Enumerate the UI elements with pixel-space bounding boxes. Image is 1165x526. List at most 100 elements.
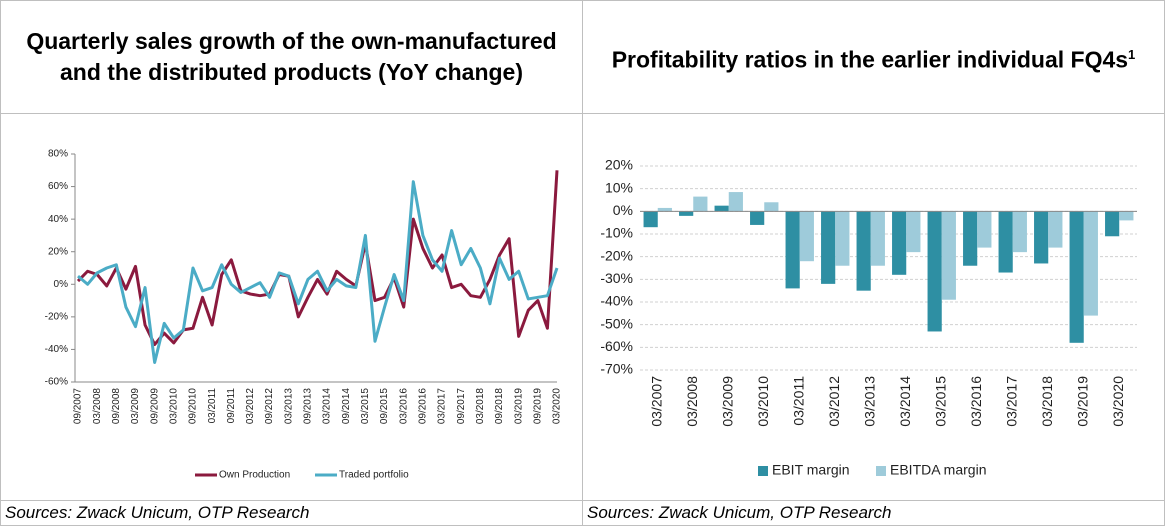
- source: Sources: Zwack Unicum, OTP Research: [0, 500, 583, 526]
- x-tick-label: 03/2017: [1003, 376, 1019, 427]
- x-tick-label: 09/2008: [111, 388, 122, 425]
- bar: [693, 196, 708, 212]
- x-tick-label: 09/2010: [188, 388, 199, 425]
- x-tick-label: 09/2015: [379, 388, 390, 425]
- bar: [679, 211, 694, 216]
- bar: [870, 211, 885, 266]
- x-tick-label: 03/2020: [1110, 376, 1126, 427]
- bar: [835, 211, 850, 266]
- bar: [1105, 211, 1120, 237]
- bar: [977, 211, 992, 248]
- bar: [998, 211, 1013, 273]
- x-tick-label: 03/2008: [92, 388, 103, 425]
- legend-label: EBITDA margin: [890, 462, 986, 478]
- left-header: Quarterly sales growth of the own-manufa…: [0, 0, 583, 114]
- bar: [821, 211, 836, 284]
- bar: [892, 211, 907, 275]
- x-tick-label: 03/2018: [1039, 376, 1055, 427]
- bar: [963, 211, 978, 266]
- right-header: Profitability ratios in the earlier indi…: [582, 0, 1165, 114]
- y-tick-label: -10%: [600, 225, 633, 241]
- x-tick-label: 09/2017: [456, 388, 467, 425]
- bar: [1119, 211, 1134, 221]
- bar: [856, 211, 871, 291]
- bar: [714, 205, 729, 212]
- y-tick-label: 40%: [48, 214, 68, 225]
- y-tick-label: -30%: [600, 270, 633, 286]
- y-tick-label: 80%: [48, 149, 68, 160]
- bar: [1048, 211, 1063, 248]
- x-tick-label: 03/2014: [897, 376, 913, 427]
- x-tick-label: 03/2015: [360, 388, 371, 425]
- source: Sources: Zwack Unicum, OTP Research: [582, 500, 1165, 526]
- x-tick-label: 03/2019: [1074, 376, 1090, 427]
- y-tick-label: -40%: [45, 344, 68, 355]
- y-tick-label: -50%: [600, 315, 633, 331]
- x-tick-label: 09/2014: [341, 388, 352, 425]
- x-tick-label: 03/2016: [398, 388, 409, 425]
- x-tick-label: 09/2009: [149, 388, 160, 425]
- x-tick-label: 03/2013: [861, 376, 877, 427]
- bar: [657, 207, 672, 212]
- bar-chart: -70% -60% -50% -40% -30% -20% -10% 0% 10% 20% 03/2…: [600, 157, 1137, 478]
- x-tick-label: 03/2012: [245, 388, 256, 425]
- x-tick-label: 09/2018: [494, 388, 505, 425]
- bar: [1012, 211, 1027, 253]
- x-tick-label: 03/2011: [790, 376, 806, 426]
- bar: [799, 211, 814, 262]
- chart-title: Quarterly sales growth of the own-manufa…: [26, 28, 557, 85]
- legend-label: Traded portfolio: [339, 470, 409, 481]
- legend-label: EBIT margin: [772, 462, 850, 478]
- bar: [1083, 211, 1098, 316]
- chart-title: Profitability ratios in the earlier indi…: [611, 46, 1129, 73]
- y-tick-label: 10%: [605, 179, 633, 195]
- y-tick-label: -60%: [600, 338, 633, 354]
- bar: [906, 211, 921, 253]
- x-tick-label: 03/2009: [719, 376, 735, 427]
- bar: [1069, 211, 1084, 343]
- x-tick-label: 03/2012: [826, 376, 842, 427]
- y-tick-label: 60%: [48, 181, 68, 192]
- y-tick-label: 20%: [48, 246, 68, 257]
- x-tick-label: 03/2008: [684, 376, 700, 427]
- x-tick-label: 03/2018: [475, 388, 486, 425]
- x-tick-label: 03/2016: [968, 376, 984, 427]
- x-tick-label: 09/2012: [264, 388, 275, 425]
- x-tick-label: 09/2007: [73, 388, 84, 425]
- x-tick-label: 03/2017: [437, 388, 448, 425]
- legend-label: Own Production: [219, 470, 290, 481]
- bar: [1034, 211, 1049, 264]
- footnote-mark: 1: [1128, 46, 1136, 62]
- x-tick-label: 09/2019: [532, 388, 543, 425]
- legend-swatch: [876, 466, 886, 476]
- x-tick-label: 03/2007: [648, 376, 664, 427]
- bar: [643, 211, 658, 228]
- y-tick-label: -20%: [600, 247, 633, 263]
- y-tick-label: 20%: [605, 157, 633, 173]
- bar: [927, 211, 942, 332]
- y-tick-label: 0%: [613, 202, 633, 218]
- x-tick-label: 03/2009: [130, 388, 141, 425]
- x-tick-label: 03/2010: [168, 388, 179, 425]
- bar: [941, 211, 956, 300]
- line-chart: -60% -40% -20% 0% 20% 40% 60% 80% 09/2007 03/2008…: [45, 149, 563, 481]
- y-tick-label: 0%: [54, 279, 69, 290]
- bar: [764, 202, 779, 212]
- y-tick-label: -60%: [45, 377, 68, 388]
- x-tick-label: 03/2015: [932, 376, 948, 427]
- x-tick-label: 03/2013: [283, 388, 294, 425]
- x-tick-label: 09/2013: [303, 388, 314, 425]
- bar: [750, 211, 765, 225]
- x-tick-label: 03/2010: [755, 376, 771, 427]
- x-tick-label: 09/2011: [226, 388, 237, 424]
- x-tick-label: 03/2014: [322, 388, 333, 425]
- legend-swatch: [758, 466, 768, 476]
- y-tick-label: -70%: [600, 361, 633, 377]
- y-tick-label: -40%: [600, 293, 633, 309]
- bar: [728, 192, 743, 212]
- line-series: [76, 170, 559, 347]
- x-tick-label: 03/2011: [207, 388, 218, 424]
- line-series: [77, 180, 559, 364]
- x-tick-label: 03/2019: [513, 388, 524, 425]
